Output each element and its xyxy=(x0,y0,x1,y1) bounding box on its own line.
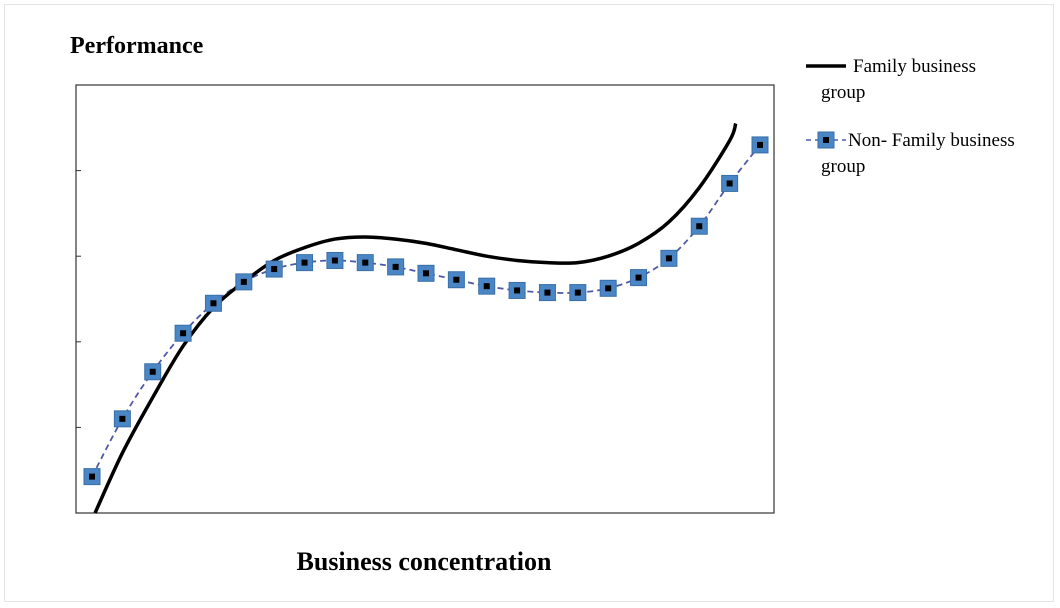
plot-area xyxy=(75,84,775,514)
marker-center xyxy=(423,270,429,277)
marker-center xyxy=(635,274,642,281)
marker-center xyxy=(149,368,156,375)
marker-center xyxy=(605,285,612,292)
y-axis-ticks xyxy=(76,170,81,428)
x-axis-label: Business concentration xyxy=(297,547,553,576)
data-point-non-family xyxy=(569,284,587,302)
marker-center xyxy=(453,276,460,283)
data-point-non-family xyxy=(387,258,405,276)
marker-center xyxy=(544,289,551,296)
data-point-non-family xyxy=(630,269,648,287)
figure-frame xyxy=(4,4,1054,602)
marker-center xyxy=(483,283,490,290)
marker-center xyxy=(119,415,126,422)
marker-center xyxy=(240,278,247,285)
series-layer xyxy=(83,122,769,514)
legend-label-family: Family business group xyxy=(821,56,981,103)
marker-center xyxy=(726,180,733,187)
data-point-non-family xyxy=(235,273,253,291)
marker-center xyxy=(180,330,187,337)
data-point-non-family xyxy=(508,281,526,299)
data-point-non-family xyxy=(83,468,101,486)
marker-center xyxy=(392,263,399,270)
data-point-non-family xyxy=(296,254,314,272)
marker-center xyxy=(665,255,672,262)
data-point-non-family xyxy=(447,271,465,289)
data-point-non-family xyxy=(599,279,617,297)
marker-center xyxy=(362,259,369,266)
data-point-non-family xyxy=(417,264,435,282)
marker-center xyxy=(89,473,95,480)
series-line-non-family xyxy=(91,144,761,478)
marker-center xyxy=(514,287,521,294)
data-point-non-family xyxy=(751,136,769,154)
marker-center xyxy=(574,289,581,296)
data-point-non-family xyxy=(356,254,374,272)
legend: Family business group Non- Family busine… xyxy=(806,56,1020,177)
series-line-family xyxy=(93,122,738,514)
marker-center xyxy=(301,259,308,266)
data-point-non-family xyxy=(174,324,192,342)
marker-center xyxy=(757,141,763,148)
data-point-non-family xyxy=(478,277,496,295)
data-point-non-family xyxy=(326,251,344,269)
legend-label-non-family: Non- Family business group xyxy=(821,130,1020,177)
data-point-non-family xyxy=(721,174,739,192)
marker-center xyxy=(331,257,338,264)
data-point-non-family xyxy=(660,249,678,267)
marker-center xyxy=(210,300,217,307)
chart-title: Performance xyxy=(70,33,204,59)
data-point-non-family xyxy=(113,410,131,428)
data-point-non-family xyxy=(144,363,162,381)
marker-center xyxy=(271,266,278,273)
marker-center xyxy=(696,223,703,230)
data-point-non-family xyxy=(265,260,283,278)
legend-marker-center xyxy=(823,137,829,143)
data-point-non-family xyxy=(690,217,708,235)
data-point-non-family xyxy=(204,294,222,312)
data-point-non-family xyxy=(538,284,556,302)
